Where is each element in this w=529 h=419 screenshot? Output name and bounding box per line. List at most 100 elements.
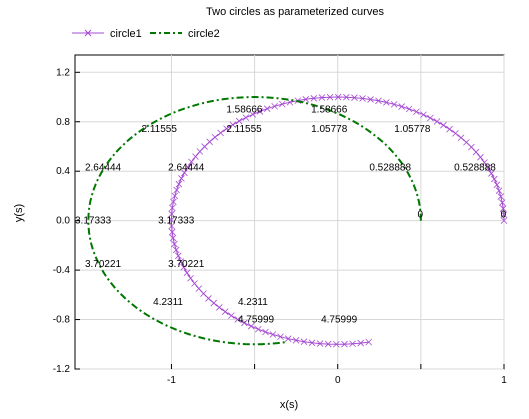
series-marker-circle1: [433, 118, 441, 125]
legend-label-circle1: circle1: [110, 28, 142, 40]
param-annotation: 0.528888: [454, 162, 496, 173]
series-marker-circle1: [183, 269, 191, 277]
series-marker-circle1: [229, 121, 237, 129]
series-marker-circle1: [390, 101, 398, 108]
series-marker-circle1: [324, 340, 332, 348]
series-marker-circle1: [300, 338, 308, 345]
series-marker-circle1: [191, 280, 198, 287]
series-marker-circle1: [184, 163, 192, 171]
series-marker-circle1: [318, 94, 326, 101]
y-tick-label: 0.0: [56, 216, 70, 227]
series-marker-circle1: [170, 198, 177, 206]
axis-ticks: -1 0 1 -1.2 -0.8 -0.4 0.0 0.4 0.8 1.2: [53, 67, 507, 386]
series-marker-circle1: [196, 148, 204, 155]
series-marker-circle1: [263, 105, 271, 112]
series-marker-circle1: [375, 97, 382, 105]
param-annotation: 4.2311: [153, 297, 183, 308]
series-marker-circle1: [217, 129, 224, 137]
series-marker-circle1: [177, 258, 185, 265]
series-marker-circle1: [168, 216, 175, 224]
series-line-circle2: [87, 95, 422, 346]
series-marker-circle1: [495, 187, 503, 194]
series-marker-circle1: [235, 117, 243, 125]
series-marker-circle1: [484, 164, 492, 172]
series-marker-circle1: [477, 153, 484, 161]
series-marker-circle1: [228, 312, 235, 319]
series-marker-circle1: [188, 158, 195, 166]
series-marker-circle1: [247, 322, 255, 330]
series-marker-circle1: [168, 222, 175, 230]
series-marker-circle1: [500, 217, 508, 224]
param-annotation: 4.2311: [238, 297, 268, 308]
series-marker-circle1: [440, 121, 447, 129]
series-marker-circle1: [493, 181, 501, 189]
series-marker-circle1: [326, 93, 334, 101]
series-marker-circle1: [457, 134, 465, 142]
series-marker-circle1: [365, 338, 373, 346]
series-marker-circle1: [278, 100, 286, 108]
series-marker-circle1: [192, 153, 199, 160]
series-marker-circle1: [413, 108, 420, 116]
series-marker-circle1: [262, 328, 269, 336]
series-marker-circle1: [463, 139, 470, 146]
series-marker-circle1: [169, 234, 177, 242]
param-annotation: 0: [501, 209, 507, 220]
series-marker-circle1: [249, 111, 257, 118]
series-marker-circle1: [180, 263, 187, 271]
series-marker-circle1: [241, 319, 248, 327]
y-tick-label: -1.2: [53, 364, 71, 375]
chart-title: Two circles as parameterized curves: [206, 6, 384, 18]
series-marker-circle1: [405, 105, 413, 113]
series-marker-circle1: [491, 175, 498, 183]
series-marker-circle1: [292, 337, 300, 344]
legend-label-circle2: circle2: [188, 28, 220, 40]
series-marker-circle1: [277, 333, 284, 341]
param-annotation: 1.58666: [311, 104, 348, 115]
series-marker-circle1: [499, 205, 507, 212]
series-marker-circle1: [349, 340, 356, 348]
series-marker-circle1: [216, 304, 223, 311]
series-marker-circle1: [169, 204, 176, 212]
series-marker-circle1: [316, 340, 324, 347]
series-marker-circle1: [367, 96, 374, 103]
series-marker-circle1: [427, 114, 434, 122]
series-marker-circle1: [334, 93, 342, 101]
plot-area-frame: [74, 54, 505, 370]
x-tick-label: 1: [501, 375, 507, 386]
annotation-layer: 0 0 0.528888 0.528888 1.05778 1.05778 1.58666 1…: [75, 104, 507, 325]
legend: circle1 circle2: [72, 28, 220, 40]
series-marker-circle1: [187, 274, 194, 282]
series-marker-circle1: [498, 199, 506, 206]
param-annotation: 2.64444: [168, 162, 205, 173]
param-annotation: 1.05778: [394, 124, 431, 135]
series-marker-circle1: [359, 95, 366, 102]
param-annotation: 3.17333: [75, 216, 112, 227]
series-marker-circle1: [210, 299, 218, 307]
series-marker-circle1: [256, 108, 264, 115]
param-annotation: 4.75999: [238, 315, 275, 326]
series-marker-circle1: [302, 96, 310, 103]
x-axis-label: x(s): [280, 399, 298, 411]
series-marker-circle1: [178, 175, 185, 182]
series-marker-circle1: [254, 325, 262, 333]
series-marker-circle1: [205, 295, 212, 302]
series-marker-circle1: [234, 316, 241, 323]
series-marker-circle1: [420, 111, 427, 119]
param-annotation: 3.70221: [168, 259, 205, 270]
y-tick-label: 0.4: [56, 166, 70, 177]
legend-marker-circle1: [84, 29, 92, 37]
series-marker-circle1: [333, 340, 340, 348]
series-marker-circle1: [171, 240, 178, 248]
series-marker-circle1: [481, 159, 488, 166]
series-marker-circle1: [168, 210, 175, 218]
series-layer: [87, 93, 508, 348]
param-annotation: 2.11555: [142, 124, 178, 135]
param-annotation: 0: [418, 209, 424, 220]
series-marker-circle1: [168, 228, 176, 236]
param-annotation: 2.64444: [85, 162, 122, 173]
series-marker-circle1: [172, 246, 180, 254]
series-marker-circle1: [242, 114, 250, 121]
series-marker-circle1: [497, 193, 505, 200]
series-marker-circle1: [446, 125, 453, 133]
